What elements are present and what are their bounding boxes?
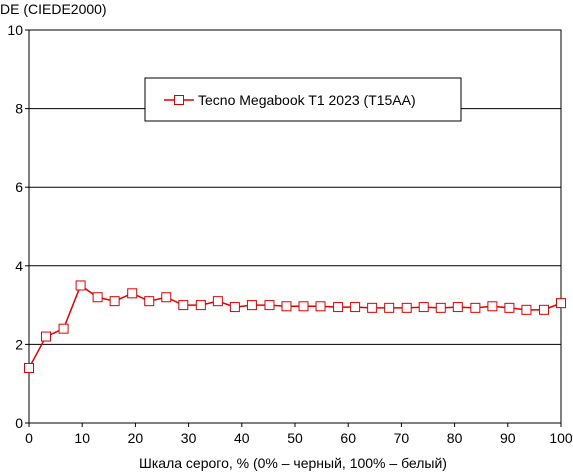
data-point bbox=[435, 302, 446, 313]
data-point bbox=[127, 288, 138, 299]
x-tick-label: 0 bbox=[25, 430, 33, 446]
data-point bbox=[144, 296, 155, 307]
data-point bbox=[212, 296, 223, 307]
x-axis-title: Шкала серого, % (0% – черный, 100% – бел… bbox=[139, 455, 447, 471]
x-tick-label: 70 bbox=[394, 430, 410, 446]
data-point bbox=[264, 300, 275, 311]
data-point bbox=[161, 292, 172, 303]
legend-box bbox=[144, 77, 462, 122]
legend-label: Tecno Megabook T1 2023 (T15AA) bbox=[198, 92, 416, 108]
data-point bbox=[229, 302, 240, 313]
data-point bbox=[75, 280, 86, 291]
data-point bbox=[281, 301, 292, 312]
y-tick-label: 6 bbox=[15, 179, 23, 195]
data-point bbox=[384, 302, 395, 313]
y-tick-label: 8 bbox=[15, 101, 23, 117]
data-point bbox=[504, 302, 515, 313]
data-point bbox=[521, 304, 532, 315]
data-point bbox=[109, 296, 120, 307]
x-tick-label: 30 bbox=[181, 430, 197, 446]
x-axis-ticks: 0 10 20 30 40 50 60 70 80 90 100 bbox=[25, 423, 573, 446]
x-tick-label: 50 bbox=[287, 430, 303, 446]
data-point bbox=[195, 300, 206, 311]
data-point bbox=[470, 302, 481, 313]
x-tick-label: 100 bbox=[549, 430, 573, 446]
y-tick-label: 10 bbox=[7, 22, 23, 38]
data-point bbox=[298, 301, 309, 312]
y-tick-label: 4 bbox=[15, 258, 23, 274]
data-point bbox=[58, 323, 69, 334]
data-point bbox=[333, 302, 344, 313]
x-tick-label: 80 bbox=[447, 430, 463, 446]
legend-swatch-marker bbox=[174, 95, 184, 105]
grid bbox=[29, 108, 561, 345]
data-point bbox=[246, 300, 257, 311]
data-point bbox=[401, 302, 412, 313]
data-point bbox=[418, 302, 429, 313]
series-group bbox=[24, 280, 566, 373]
x-tick-label: 90 bbox=[500, 430, 516, 446]
data-point bbox=[538, 304, 549, 315]
series-line bbox=[28, 284, 562, 369]
y-tick-label: 2 bbox=[15, 336, 23, 352]
legend: Tecno Megabook T1 2023 (T15AA) bbox=[144, 77, 462, 122]
data-point bbox=[24, 362, 34, 373]
x-tick-label: 10 bbox=[74, 430, 90, 446]
data-point bbox=[487, 301, 498, 312]
x-tick-label: 60 bbox=[340, 430, 356, 446]
data-point bbox=[367, 302, 378, 313]
y-tick-label: 0 bbox=[15, 415, 23, 431]
data-point bbox=[556, 298, 566, 309]
data-point bbox=[41, 331, 52, 342]
data-point bbox=[452, 302, 463, 313]
y-axis-ticks: 0 2 4 6 8 10 bbox=[7, 22, 29, 431]
y-axis-title: DE (CIEDE2000) bbox=[0, 1, 107, 17]
x-tick-label: 20 bbox=[128, 430, 144, 446]
data-point bbox=[315, 301, 326, 312]
x-tick-label: 40 bbox=[234, 430, 250, 446]
data-point bbox=[350, 302, 361, 313]
data-point bbox=[92, 292, 103, 303]
data-point bbox=[178, 300, 189, 311]
